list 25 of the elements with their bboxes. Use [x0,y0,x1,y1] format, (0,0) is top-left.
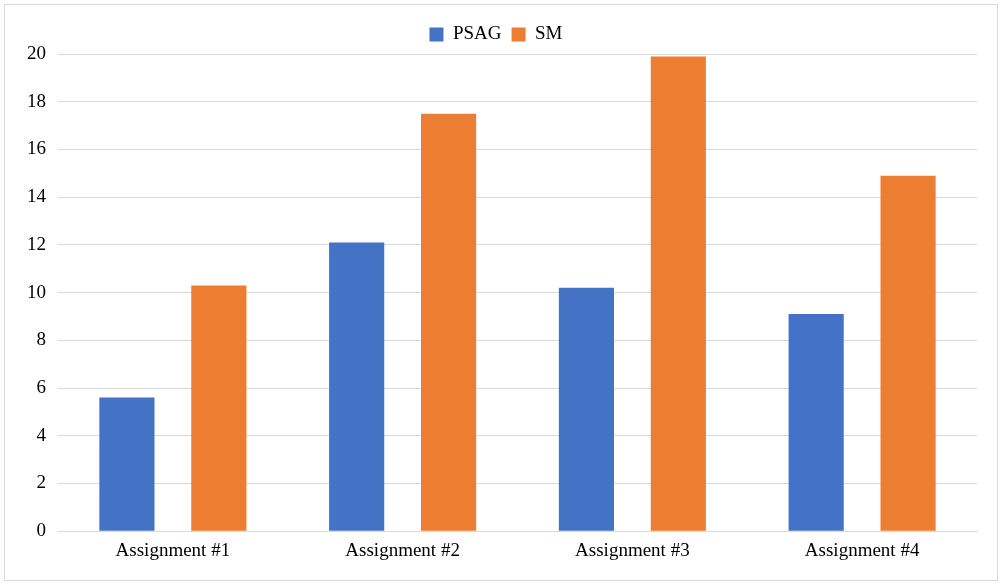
y-tick-label: 20 [27,41,46,63]
bar [421,113,477,531]
y-tick-label: 14 [27,185,47,207]
y-tick-label: 8 [36,328,46,350]
y-tick-label: 4 [36,423,47,445]
x-tick-label: Assignment #1 [115,538,231,560]
bar [650,56,706,531]
y-tick-label: 18 [27,89,46,111]
y-tick-label: 0 [36,519,46,541]
bar [558,287,614,531]
bar [99,397,155,531]
x-tick-label: Assignment #3 [575,538,690,560]
y-tick-label: 10 [27,280,46,302]
legend-label: SM [535,22,563,44]
bar [788,314,844,531]
y-tick-label: 12 [27,232,46,254]
bar [329,242,385,531]
y-tick-label: 2 [36,471,46,493]
bar [191,285,247,531]
x-tick-label: Assignment #2 [345,538,460,560]
bar [880,175,936,531]
y-tick-label: 16 [27,137,46,159]
legend-label: PSAG [452,22,502,44]
x-tick-label: Assignment #4 [804,538,920,560]
y-tick-label: 6 [36,376,46,398]
